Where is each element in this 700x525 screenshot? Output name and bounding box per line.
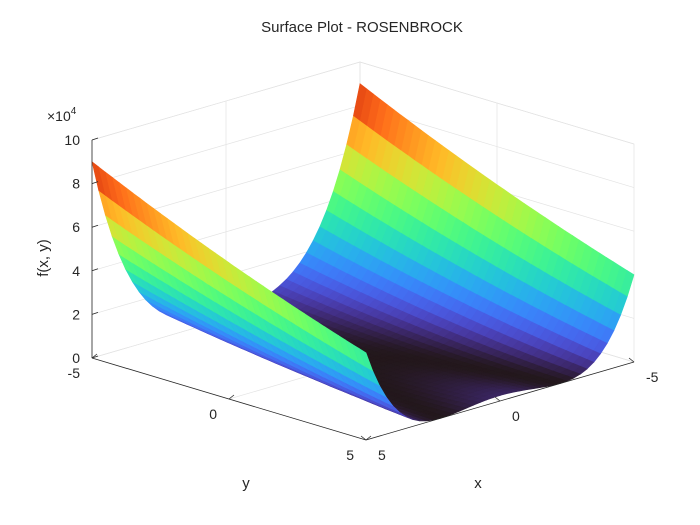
z-tick-label: 8 bbox=[72, 176, 80, 192]
y-tick-label: 0 bbox=[209, 406, 217, 422]
z-tick-label: 2 bbox=[72, 306, 80, 322]
z-tick-label: 0 bbox=[72, 350, 80, 366]
x-tick-mark bbox=[628, 357, 635, 363]
y-tick-mark bbox=[365, 435, 372, 441]
z-tick-mark bbox=[91, 137, 99, 141]
y-tick-label: 5 bbox=[346, 447, 354, 463]
x-tick-mark bbox=[360, 435, 367, 441]
z-tick-mark bbox=[91, 268, 99, 272]
x-tick-label: 0 bbox=[512, 408, 520, 424]
surface-mesh bbox=[91, 83, 635, 422]
y-tick-mark bbox=[91, 353, 98, 359]
y-tick-label: -5 bbox=[68, 365, 81, 381]
y-axis-label: y bbox=[242, 475, 250, 492]
z-tick-mark bbox=[91, 224, 99, 228]
x-tick-label: -5 bbox=[646, 369, 659, 385]
surface-patch bbox=[358, 347, 374, 372]
x-tick-label: 5 bbox=[378, 447, 386, 463]
z-axis-label: f(x, y) bbox=[35, 239, 52, 277]
z-exponent-power: 4 bbox=[71, 106, 77, 117]
z-tick-mark bbox=[91, 312, 99, 315]
z-tick-label: 4 bbox=[72, 263, 80, 279]
z-exponent-base: ×10 bbox=[47, 108, 71, 124]
z-exponent-label: ×104 bbox=[47, 106, 77, 124]
x-tick-mark bbox=[494, 396, 501, 402]
y-tick-mark bbox=[228, 394, 235, 400]
z-grid-line bbox=[91, 61, 635, 145]
chart-title: Surface Plot - ROSENBROCK bbox=[261, 19, 463, 36]
x-axis-label: x bbox=[474, 475, 482, 492]
z-tick-label: 6 bbox=[72, 219, 80, 235]
z-tick-label: 10 bbox=[64, 132, 80, 148]
z-tick-mark bbox=[91, 181, 99, 184]
